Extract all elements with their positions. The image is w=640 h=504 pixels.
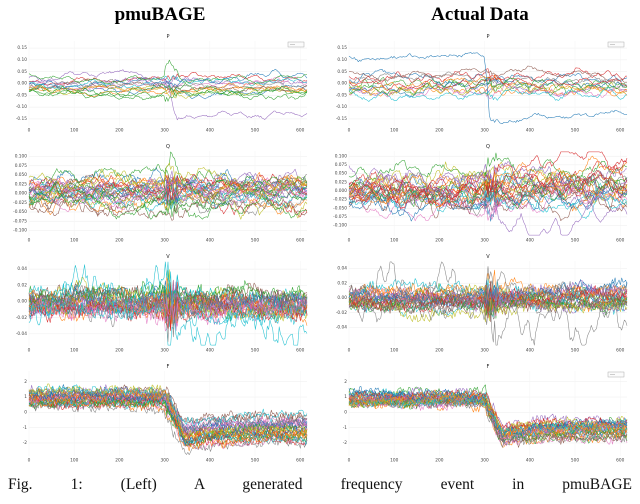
plot-pmubage-q xyxy=(5,142,315,247)
figure-caption: Fig. 1: (Left) A generated frequency eve… xyxy=(8,476,632,493)
plot-actual-p xyxy=(325,32,635,137)
plot-cell xyxy=(320,360,640,470)
column-header-actual-data: Actual Data xyxy=(431,4,529,25)
plot-cell xyxy=(320,30,640,140)
plot-actual-v xyxy=(325,252,635,357)
plot-actual-q xyxy=(325,142,635,247)
plot-pmubage-v xyxy=(5,252,315,357)
column-headers: pmuBAGE Actual Data xyxy=(0,0,640,30)
plot-actual-f xyxy=(325,362,635,467)
plot-cell xyxy=(0,250,320,360)
plot-cell xyxy=(320,140,640,250)
plot-pmubage-f xyxy=(5,362,315,467)
plot-cell xyxy=(320,250,640,360)
column-header-pmubage: pmuBAGE xyxy=(114,4,206,25)
plot-pmubage-p xyxy=(5,32,315,137)
plot-cell xyxy=(0,360,320,470)
plots-grid xyxy=(0,30,640,470)
plot-cell xyxy=(0,30,320,140)
plot-cell xyxy=(0,140,320,250)
